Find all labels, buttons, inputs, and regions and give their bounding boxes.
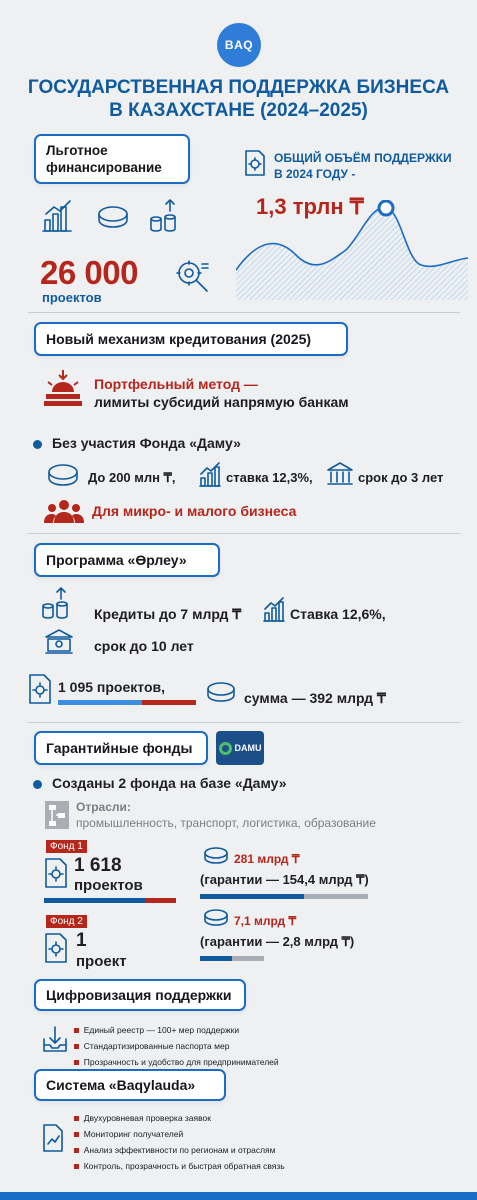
fund1-label: проектов <box>74 877 143 894</box>
guarantee-funds-pill: Гарантийные фонды <box>34 731 208 765</box>
orleu-rate: Ставка 12,6%, <box>290 606 386 622</box>
baq-logo: BAQ <box>217 23 261 67</box>
damu-logo-text: DAMU <box>234 743 262 753</box>
orleu-program-pill: Программа «Өрлеу» <box>34 543 220 577</box>
alarm-bank-icon <box>44 370 82 406</box>
total-support-label: ОБЩИЙ ОБЪЁМ ПОДДЕРЖКИ В 2024 ГОДУ - <box>274 150 452 182</box>
fund2-guarantee: (гарантии — 2,8 млрд ₸) <box>200 934 355 949</box>
digital-item: Единый реестр — 100+ мер поддержки <box>74 1022 279 1038</box>
fund2-label: проект <box>76 953 127 970</box>
page-title-line2: В КАЗАХСТАНЕ (2024–2025) <box>109 100 368 121</box>
document-gear-icon <box>245 150 265 176</box>
total-support-line1: ОБЩИЙ ОБЪЁМ ПОДДЕРЖКИ <box>274 151 452 165</box>
baqylauda-item: Двухуровневая проверка заявок <box>74 1110 285 1126</box>
two-funds-bullet: Созданы 2 фонда на базе «Даму» <box>52 775 287 791</box>
digitalization-pill: Цифровизация поддержки <box>34 979 246 1011</box>
fund1-bar-blue <box>44 898 146 903</box>
money-stack-icon <box>150 199 176 232</box>
no-damu-bullet: Без участия Фонда «Даму» <box>52 435 241 451</box>
pill-line2: финансирование <box>46 160 162 175</box>
baqylauda-item: Мониторинг получателей <box>74 1126 285 1142</box>
digital-item: Прозрачность и удобство для предпринимат… <box>74 1054 279 1070</box>
footer-bar <box>0 1192 477 1200</box>
sectors-value: промышленность, транспорт, логистика, об… <box>76 816 376 830</box>
bank-building-icon <box>45 629 73 654</box>
term-value: срок до 3 лет <box>358 470 444 485</box>
monitoring-document-icon <box>43 1124 63 1152</box>
portfolio-method-title: Портфельный метод — <box>94 376 258 392</box>
fund2-amount: 7,1 млрд ₸ <box>234 914 297 928</box>
projects-count: 26 000 <box>40 254 138 291</box>
orleu-credits: Кредиты до 7 млрд ₸ <box>94 606 242 622</box>
amount-limit: До 200 млн ₸, <box>88 470 176 485</box>
digitalization-list: Единый реестр — 100+ мер поддержки Станд… <box>74 1022 279 1070</box>
rate-chart-icon <box>199 462 221 487</box>
baqylauda-item: Анализ эффективности по регионам и отрас… <box>74 1142 285 1158</box>
coins-icon <box>207 682 235 702</box>
fund2-bar-grey <box>232 956 264 961</box>
document-gear-icon <box>29 674 51 704</box>
baqylauda-list: Двухуровневая проверка заявок Мониторинг… <box>74 1110 285 1174</box>
document-gear-icon <box>45 933 67 963</box>
document-gear-icon <box>45 858 67 888</box>
damu-logo-mark <box>218 741 232 755</box>
fund2-bar-blue <box>200 956 232 961</box>
coins-icon <box>98 206 128 228</box>
damu-logo: DAMU <box>216 731 264 765</box>
projects-label: проектов <box>42 290 102 305</box>
download-tray-icon <box>43 1026 67 1052</box>
bank-building-icon <box>327 462 353 485</box>
industry-flowchart-icon <box>45 801 69 829</box>
people-group-icon <box>44 500 84 523</box>
divider <box>28 722 460 723</box>
bar-growth-icon <box>42 200 72 232</box>
coins-icon <box>204 909 228 926</box>
gear-search-icon <box>176 260 209 292</box>
pill-line1: Льготное <box>46 143 108 158</box>
fund1-bar-red <box>146 898 176 903</box>
fund1-guarantee-bar-blue <box>200 894 304 899</box>
bullet-dot <box>33 440 42 449</box>
digital-item: Стандартизированные паспорта мер <box>74 1038 279 1054</box>
divider <box>28 533 460 534</box>
orleu-term: срок до 10 лет <box>94 638 194 654</box>
baqylauda-item: Контроль, прозрачность и быстрая обратна… <box>74 1158 285 1174</box>
preferential-financing-pill: Льготное финансирование <box>34 134 190 184</box>
fund1-count: 1 618 <box>74 855 122 876</box>
fund1-amount: 281 млрд ₸ <box>234 852 300 866</box>
baqylauda-system-pill: Система «Baqylauda» <box>34 1069 226 1101</box>
sectors-label: Отрасли: <box>76 800 131 814</box>
target-business: Для микро- и малого бизнеса <box>92 503 297 519</box>
total-support-line2: В 2024 ГОДУ - <box>274 167 356 181</box>
portfolio-method-desc: лимиты субсидий напрямую банкам <box>94 394 349 410</box>
total-support-value: 1,3 трлн ₸ <box>256 194 364 219</box>
new-credit-mechanism-pill: Новый механизм кредитования (2025) <box>34 322 348 356</box>
bullet-dot <box>33 780 42 789</box>
coins-icon <box>204 847 228 864</box>
orleu-sum: сумма — 392 млрд ₸ <box>244 690 386 706</box>
fund1-tag: Фонд 1 <box>46 840 87 853</box>
rate-chart-icon <box>263 597 285 622</box>
fund1-guarantee: (гарантии — 154,4 млрд ₸) <box>200 872 369 887</box>
orleu-projects: 1 095 проектов, <box>58 679 165 695</box>
projects-bar-blue <box>58 700 142 705</box>
divider <box>28 312 460 313</box>
page-title-line1: ГОСУДАРСТВЕННАЯ ПОДДЕРЖКА БИЗНЕСА <box>27 77 450 98</box>
support-wave-graphic <box>236 200 468 300</box>
projects-bar-red <box>142 700 196 705</box>
coins-icon <box>48 464 78 486</box>
fund1-guarantee-bar-grey <box>304 894 368 899</box>
rate-value: ставка 12,3%, <box>226 470 313 485</box>
fund2-tag: Фонд 2 <box>46 915 87 928</box>
fund2-count: 1 <box>76 930 87 951</box>
money-stack-icon <box>42 587 68 619</box>
